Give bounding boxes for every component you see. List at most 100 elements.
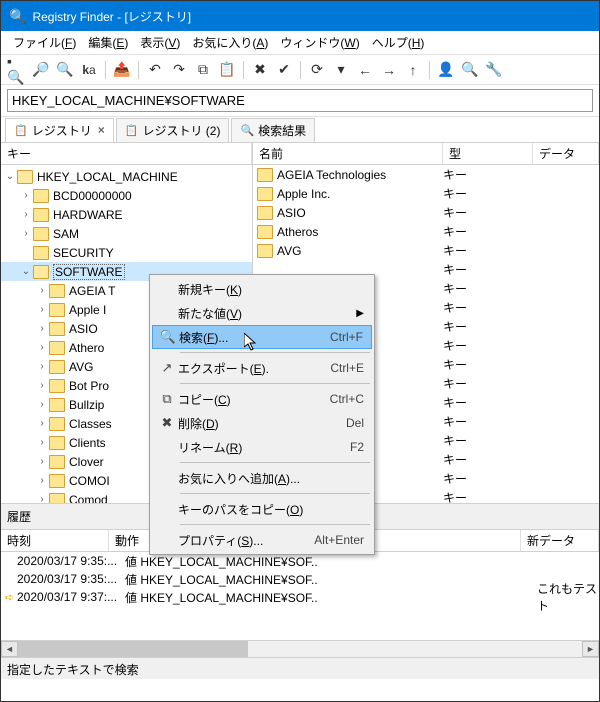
expand-icon[interactable]: › (35, 399, 49, 410)
tb-find-icon[interactable]: 🔍 (460, 60, 480, 80)
tab[interactable]: 📋レジストリ× (5, 118, 114, 142)
list-row[interactable]: AGEIA Technologiesキー (253, 165, 599, 184)
tb-refresh-icon[interactable]: ⟳ (307, 60, 327, 80)
tree-row[interactable]: SECURITY (1, 243, 252, 262)
folder-icon (49, 379, 65, 393)
menu-item[interactable]: ウィンドウ(W) (274, 32, 365, 53)
list-row[interactable]: Apple Inc.キー (253, 184, 599, 203)
menu-label: キーのパスをコピー(O) (178, 501, 368, 518)
scroll-left-icon[interactable]: ◄ (1, 641, 18, 657)
col-name[interactable]: 名前 (253, 143, 443, 164)
tree-row[interactable]: ⌄HKEY_LOCAL_MACHINE (1, 167, 252, 186)
list-row[interactable]: ASIOキー (253, 203, 599, 222)
hist-action: 値 HKEY_LOCAL_MACHINE¥SOF... (125, 589, 317, 606)
tab[interactable]: 🔍検索結果 (231, 118, 315, 142)
close-icon[interactable]: × (98, 123, 105, 137)
expand-icon[interactable]: › (35, 437, 49, 448)
tab-label: レジストリ (32, 122, 92, 139)
folder-icon (49, 284, 65, 298)
expand-icon[interactable]: › (35, 456, 49, 467)
menu-item[interactable]: 編集(E) (82, 32, 134, 53)
tb-export-icon[interactable]: 📤 (112, 60, 132, 80)
menu-item[interactable]: ↗エクスポート(E).Ctrl+E (152, 356, 372, 380)
menu-item[interactable]: 新たな値(V)▶ (152, 301, 372, 325)
tb-fwd-icon[interactable]: → (379, 60, 399, 80)
menu-shortcut: F2 (350, 440, 368, 454)
tb-paste-icon[interactable]: 📋 (217, 60, 237, 80)
expand-icon[interactable]: › (19, 228, 33, 239)
list-header[interactable]: 名前 型 データ (253, 143, 599, 165)
scroll-track[interactable] (18, 641, 582, 657)
menu-item[interactable]: お気に入り(A) (186, 32, 274, 53)
col-data[interactable]: データ (533, 143, 599, 164)
tree-label: Apple I (69, 303, 106, 317)
list-type: キー (443, 337, 533, 354)
tb-icon[interactable]: ▾ (331, 60, 351, 80)
menu-item[interactable]: 新規キー(K) (152, 277, 372, 301)
tb-icon[interactable]: ka (79, 60, 99, 80)
tb-icon[interactable]: 🔧 (484, 60, 504, 80)
menu-item[interactable]: ✖削除(D)Del (152, 411, 372, 435)
tb-icon[interactable]: 🔍 (55, 60, 75, 80)
expand-icon[interactable]: › (35, 304, 49, 315)
tree-label: SAM (53, 227, 79, 241)
expand-icon[interactable]: › (35, 342, 49, 353)
history-row[interactable]: ➪2020/03/17 9:37:...値 HKEY_LOCAL_MACHINE… (1, 588, 599, 606)
tb-copy-icon[interactable]: ⧉ (193, 60, 213, 80)
address-input[interactable] (7, 89, 593, 112)
expand-icon[interactable]: › (35, 380, 49, 391)
expand-icon[interactable]: › (19, 209, 33, 220)
tree-row[interactable]: › SAM (1, 224, 252, 243)
hist-action: 値 HKEY_LOCAL_MACHINE¥SOF... (125, 571, 317, 588)
col-time[interactable]: 時刻 (1, 530, 109, 551)
tab[interactable]: 📋レジストリ (2) (116, 118, 230, 142)
list-row[interactable]: AVGキー (253, 241, 599, 260)
history-row[interactable]: 2020/03/17 9:35:...値 HKEY_LOCAL_MACHINE¥… (1, 570, 599, 588)
expand-icon[interactable]: › (35, 361, 49, 372)
menu-icon: 🔍 (157, 329, 179, 345)
tb-icon[interactable]: ✔ (274, 60, 294, 80)
scrollbar-h[interactable]: ◄ ► (1, 640, 599, 657)
tb-icon[interactable]: 🔎 (31, 60, 51, 80)
menu-item[interactable]: お気に入りへ追加(A)... (152, 466, 372, 490)
list-row[interactable]: Atherosキー (253, 222, 599, 241)
menu-item[interactable]: 表示(V) (134, 32, 186, 53)
expand-icon[interactable]: › (35, 323, 49, 334)
list-type: キー (443, 356, 533, 373)
history-rows[interactable]: 2020/03/17 9:35:...値 HKEY_LOCAL_MACHINE¥… (1, 552, 599, 606)
expand-icon[interactable]: › (19, 190, 33, 201)
list-name: Apple Inc. (277, 187, 330, 201)
col-new[interactable]: 新データ (521, 530, 599, 551)
menu-item[interactable]: リネーム(R)F2 (152, 435, 372, 459)
expand-icon[interactable]: › (35, 494, 49, 503)
tree-label: Clients (69, 436, 106, 450)
col-type[interactable]: 型 (443, 143, 533, 164)
tree-label: HARDWARE (53, 208, 123, 222)
menu-item[interactable]: 🔍検索(F)...Ctrl+F (152, 325, 372, 349)
expand-icon[interactable]: ⌄ (19, 266, 33, 277)
menu-item[interactable]: キーのパスをコピー(O) (152, 497, 372, 521)
tree-row[interactable]: ›BCD00000000 (1, 186, 252, 205)
tb-delete-icon[interactable]: ✖ (250, 60, 270, 80)
tb-up-icon[interactable]: ↑ (403, 60, 423, 80)
tb-redo-icon[interactable]: ↷ (169, 60, 189, 80)
tree-header-label: キー (1, 143, 252, 164)
tree-row[interactable]: › HARDWARE (1, 205, 252, 224)
expand-icon[interactable]: › (35, 285, 49, 296)
menu-item[interactable]: ヘルプ(H) (366, 32, 431, 53)
tree-header[interactable]: キー (1, 143, 252, 165)
scroll-right-icon[interactable]: ► (582, 641, 599, 657)
scroll-thumb[interactable] (18, 641, 248, 657)
menu-item[interactable]: ⧉コピー(C)Ctrl+C (152, 387, 372, 411)
menu-item[interactable]: プロパティ(S)...Alt+Enter (152, 528, 372, 552)
tb-back-icon[interactable]: ← (355, 60, 375, 80)
tb-undo-icon[interactable]: ↶ (145, 60, 165, 80)
expand-icon[interactable]: › (35, 418, 49, 429)
menu-item[interactable]: ファイル(F) (7, 32, 82, 53)
expand-icon[interactable]: › (35, 475, 49, 486)
tb-icon[interactable]: 👤 (436, 60, 456, 80)
menu-shortcut: Ctrl+C (330, 392, 368, 406)
folder-icon (49, 493, 65, 504)
tb-icon[interactable]: ▪🔍 (7, 60, 27, 80)
expand-icon[interactable]: ⌄ (3, 171, 17, 182)
